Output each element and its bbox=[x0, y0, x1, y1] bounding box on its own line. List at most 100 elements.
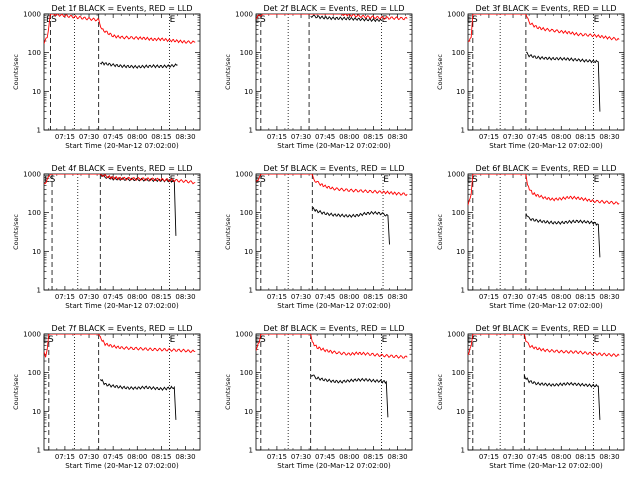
y-tick-label: 100 bbox=[452, 49, 465, 57]
event-marker-e-end: E bbox=[382, 335, 388, 345]
series-line-lld bbox=[256, 174, 408, 197]
series-line-events bbox=[99, 61, 178, 69]
x-tick-label: 07:15 bbox=[55, 453, 75, 461]
x-tick-label: 07:30 bbox=[79, 453, 99, 461]
series-line-events bbox=[99, 174, 177, 236]
y-tick-label: 100 bbox=[28, 209, 41, 217]
series-line-events bbox=[523, 374, 601, 420]
panel-title: Det 2f BLACK = Events, RED = LLD bbox=[263, 4, 404, 13]
event-marker-s: S bbox=[50, 175, 56, 185]
event-marker-e-end: E bbox=[170, 335, 176, 345]
y-tick-label: 10 bbox=[244, 408, 253, 416]
x-tick-label: 07:45 bbox=[527, 453, 547, 461]
y-tick-label: 1 bbox=[37, 287, 41, 295]
series-line-lld bbox=[256, 334, 408, 359]
y-tick-label: 1000 bbox=[235, 11, 253, 19]
x-tick-label: 08:30 bbox=[175, 293, 195, 301]
x-tick-label: 07:15 bbox=[479, 453, 499, 461]
event-marker-s: S bbox=[51, 15, 57, 25]
event-marker-e: E bbox=[46, 15, 52, 25]
y-tick-label: 100 bbox=[28, 49, 41, 57]
y-tick-label: 1000 bbox=[235, 331, 253, 339]
x-tick-label: 08:30 bbox=[387, 293, 407, 301]
y-tick-label: 1 bbox=[461, 127, 465, 135]
y-tick-label: 1 bbox=[249, 447, 253, 455]
x-tick-label: 07:45 bbox=[315, 453, 335, 461]
x-tick-label: 07:15 bbox=[267, 453, 287, 461]
event-marker-e-end: E bbox=[382, 15, 388, 25]
x-tick-label: 08:30 bbox=[387, 133, 407, 141]
x-tick-label: 07:15 bbox=[55, 133, 75, 141]
y-tick-label: 100 bbox=[240, 49, 253, 57]
x-tick-label: 08:15 bbox=[151, 293, 171, 301]
x-tick-label: 08:30 bbox=[599, 453, 619, 461]
panel-det-1: 1 10 100 1000 07:15 07:30 07:45 08:00 08:15 08:30… bbox=[12, 4, 201, 150]
y-tick-label: 1 bbox=[461, 447, 465, 455]
panel-title: Det 7f BLACK = Events, RED = LLD bbox=[51, 324, 192, 333]
x-tick-label: 08:00 bbox=[551, 293, 571, 301]
x-tick-label: 07:15 bbox=[267, 133, 287, 141]
x-tick-label: 07:45 bbox=[103, 293, 123, 301]
y-tick-label: 10 bbox=[456, 88, 465, 96]
y-tick-label: 100 bbox=[240, 209, 253, 217]
x-tick-label: 08:00 bbox=[339, 293, 359, 301]
plot-frame bbox=[255, 173, 413, 291]
panel-det-4: 1 10 100 1000 07:15 07:30 07:45 08:00 08:15 08:30… bbox=[12, 164, 201, 310]
x-tick-label: 08:00 bbox=[551, 453, 571, 461]
y-tick-label: 1000 bbox=[447, 171, 465, 179]
x-tick-label: 07:15 bbox=[267, 293, 287, 301]
panel-det-5: 1 10 100 1000 07:15 07:30 07:45 08:00 08:15 08:30… bbox=[224, 164, 413, 310]
panel-title: Det 6f BLACK = Events, RED = LLD bbox=[475, 164, 616, 173]
y-tick-label: 1000 bbox=[235, 171, 253, 179]
plot-frame bbox=[467, 173, 625, 291]
x-tick-label: 08:30 bbox=[599, 133, 619, 141]
y-axis-label: Counts/sec bbox=[436, 374, 444, 410]
y-axis-label: Counts/sec bbox=[224, 54, 232, 90]
x-tick-label: 08:00 bbox=[339, 453, 359, 461]
x-tick-label: 08:00 bbox=[127, 133, 147, 141]
plot-frame bbox=[467, 333, 625, 451]
event-marker-s: S bbox=[260, 335, 266, 345]
plot-frame bbox=[255, 13, 413, 131]
event-marker-e: E bbox=[255, 335, 261, 345]
series-line-lld bbox=[256, 14, 408, 21]
y-tick-label: 10 bbox=[32, 408, 41, 416]
x-tick-label: 07:45 bbox=[315, 133, 335, 141]
y-tick-label: 1000 bbox=[23, 331, 41, 339]
plot-frame bbox=[255, 333, 413, 451]
panel-title: Det 1f BLACK = Events, RED = LLD bbox=[51, 4, 192, 13]
x-tick-label: 07:45 bbox=[103, 453, 123, 461]
x-tick-label: 08:15 bbox=[363, 133, 383, 141]
series-line-lld bbox=[44, 174, 196, 185]
x-axis-label: Start Time (20-Mar-12 07:02:00) bbox=[65, 302, 179, 310]
series-line-events bbox=[525, 51, 601, 112]
x-axis-label: Start Time (20-Mar-12 07:02:00) bbox=[277, 302, 391, 310]
y-axis-label: Counts/sec bbox=[12, 54, 20, 90]
panel-det-6: 1 10 100 1000 07:15 07:30 07:45 08:00 08:15 08:30… bbox=[436, 164, 625, 310]
y-axis-label: Counts/sec bbox=[436, 214, 444, 250]
x-tick-label: 08:15 bbox=[575, 133, 595, 141]
x-tick-label: 08:15 bbox=[151, 133, 171, 141]
panel-det-7: 1 10 100 1000 07:15 07:30 07:45 08:00 08:15 08:30… bbox=[12, 324, 201, 470]
x-tick-label: 07:30 bbox=[291, 133, 311, 141]
x-tick-label: 08:30 bbox=[599, 293, 619, 301]
x-tick-label: 07:15 bbox=[479, 133, 499, 141]
series-line-lld bbox=[468, 174, 620, 206]
y-axis-label: Counts/sec bbox=[12, 214, 20, 250]
panel-det-2: 1 10 100 1000 07:15 07:30 07:45 08:00 08:15 08:30… bbox=[224, 4, 413, 150]
y-tick-label: 10 bbox=[32, 248, 41, 256]
y-tick-label: 100 bbox=[28, 369, 41, 377]
y-tick-label: 10 bbox=[456, 408, 465, 416]
y-axis-label: Counts/sec bbox=[224, 214, 232, 250]
x-tick-label: 07:30 bbox=[79, 133, 99, 141]
x-tick-label: 07:30 bbox=[503, 133, 523, 141]
event-marker-s: S bbox=[48, 335, 54, 345]
x-tick-label: 07:45 bbox=[315, 293, 335, 301]
x-axis-label: Start Time (20-Mar-12 07:02:00) bbox=[489, 462, 603, 470]
event-marker-s: S bbox=[260, 15, 266, 25]
y-axis-label: Counts/sec bbox=[12, 374, 20, 410]
series-line-lld bbox=[468, 14, 620, 42]
panel-det-9: 1 10 100 1000 07:15 07:30 07:45 08:00 08:15 08:30… bbox=[436, 324, 625, 470]
panel-title: Det 5f BLACK = Events, RED = LLD bbox=[263, 164, 404, 173]
x-tick-label: 07:15 bbox=[479, 293, 499, 301]
